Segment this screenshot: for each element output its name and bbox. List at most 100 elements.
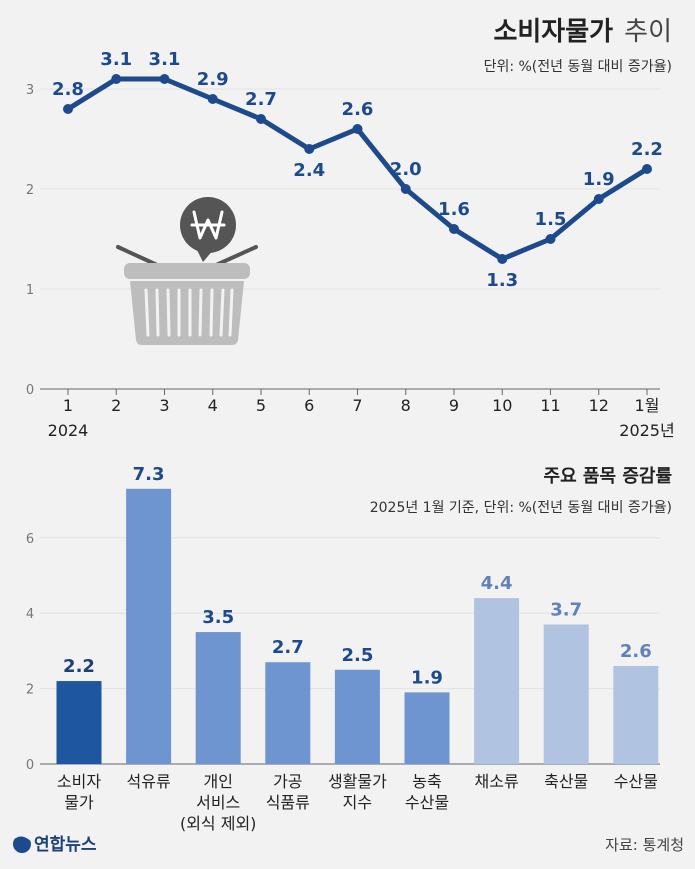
line-data-label: 2.7 — [245, 89, 277, 110]
year-label-2024: 2024 — [48, 421, 89, 440]
bar — [265, 662, 311, 764]
line-x-tick-label: 8 — [401, 396, 411, 415]
bar-data-label: 2.6 — [620, 641, 652, 662]
line-data-label: 2.8 — [52, 79, 84, 100]
bar-category-label: 수산물 — [405, 793, 449, 812]
line-data-label: 2.2 — [631, 139, 663, 160]
line-data-label: 2.6 — [342, 99, 374, 120]
year-label-2025: 2025년 — [619, 421, 674, 440]
bar-data-label: 3.7 — [550, 600, 582, 621]
bar-category-label: 수산물 — [614, 772, 658, 791]
line-point — [159, 74, 170, 84]
bar-data-label: 1.9 — [411, 667, 443, 688]
bar-data-label: 4.4 — [481, 573, 513, 594]
bar-category-label: 물가 — [64, 793, 94, 812]
bar-category-label: 채소류 — [475, 772, 519, 791]
bar — [613, 665, 659, 764]
bar-category-label: 가공 — [273, 772, 302, 791]
line-data-label: 1.6 — [438, 199, 470, 220]
bar — [56, 681, 102, 764]
line-point — [400, 184, 411, 194]
bar-category-label: 생활물가 — [328, 772, 387, 791]
bar — [474, 598, 520, 764]
line-y-tick: 1 — [26, 283, 34, 298]
line-point — [593, 194, 604, 204]
line-data-label: 3.1 — [100, 49, 132, 70]
bar — [334, 669, 380, 764]
bar — [195, 632, 241, 764]
bar — [126, 488, 172, 764]
line-point — [352, 124, 363, 134]
yonhap-logo-text: 연합뉴스 — [34, 834, 97, 855]
bar-chart: 0 2 4 6 2.2 7.3 3.5 2.7 2.5 1.9 4.4 3.7 2.6 소비자물가 석유… — [26, 464, 660, 833]
line-y-tick: 3 — [26, 83, 34, 98]
line-x-tick-label: 1월 — [635, 396, 660, 415]
line-y-tick: 2 — [26, 183, 34, 198]
line-data-label: 1.5 — [535, 209, 567, 230]
line-x-tick-label: 1 — [63, 396, 73, 415]
bar-y-tick: 0 — [26, 758, 34, 773]
bar-y-tick: 2 — [26, 683, 34, 698]
line-x-tick-label: 6 — [304, 396, 314, 415]
line-x-tick-label: 2 — [111, 396, 121, 415]
source-label: 자료: 통계청 — [605, 836, 684, 854]
line-point — [449, 224, 459, 234]
line-point — [545, 234, 556, 244]
bar-category-label: 지수 — [343, 793, 372, 812]
bar — [404, 692, 450, 764]
bar-data-label: 7.3 — [133, 464, 165, 485]
line-point — [497, 254, 508, 264]
line-x-tick-label: 10 — [492, 396, 512, 415]
line-data-label: 1.9 — [583, 169, 615, 190]
bar-category-label: 개인 — [203, 772, 232, 791]
shopping-basket-icon — [116, 245, 258, 345]
line-x-tick-label: 12 — [589, 396, 609, 415]
line-point — [642, 164, 652, 174]
line-point — [304, 144, 315, 154]
bar-category-label: 축산물 — [544, 772, 588, 791]
line-points — [63, 74, 652, 264]
bar-y-tick: 6 — [26, 532, 34, 547]
line-data-labels: 2.8 3.1 3.1 2.9 2.7 2.4 2.6 2.0 1.6 1.3 1.5 1.9 2.2 — [52, 49, 663, 291]
line-x-tick-label: 7 — [352, 396, 362, 415]
title-bold: 소비자물가 — [493, 17, 613, 47]
line-data-label: 2.4 — [293, 160, 325, 181]
bar-y-tick: 4 — [26, 607, 34, 622]
line-data-label: 2.9 — [197, 69, 229, 90]
line-y-tick: 0 — [26, 383, 34, 398]
bar-category-label: 농축 — [412, 772, 441, 791]
bar-chart-title: 주요 품목 증감률 — [544, 466, 672, 487]
bar-series — [56, 488, 659, 764]
line-x-axis: 1 2 3 4 5 6 7 8 9 10 11 12 1월 — [63, 389, 660, 415]
line-x-tick-label: 5 — [256, 396, 266, 415]
bar-data-label: 2.2 — [63, 656, 95, 677]
line-x-tick-label: 3 — [159, 396, 169, 415]
line-x-tick-label: 11 — [540, 396, 560, 415]
line-point — [256, 114, 266, 124]
line-data-label: 3.1 — [149, 49, 181, 70]
line-x-tick-label: 9 — [449, 396, 459, 415]
bar-category-label: 서비스 — [196, 793, 240, 812]
bar-data-label: 2.5 — [341, 645, 373, 666]
title-light: 추이 — [624, 17, 672, 47]
line-x-tick-label: 4 — [208, 396, 218, 415]
line-data-label: 2.0 — [390, 159, 422, 180]
won-speech-bubble-icon — [180, 197, 236, 262]
bar-data-label: 3.5 — [202, 607, 234, 628]
line-point — [63, 104, 73, 114]
line-y-axis: 0 1 2 3 — [26, 83, 34, 398]
line-unit-label: 단위: %(전년 동월 대비 증가율) — [484, 59, 672, 75]
bar-category-label: (외식 제외) — [180, 814, 256, 833]
bar-category-label: 석유류 — [127, 772, 171, 791]
bar-data-label: 2.7 — [272, 637, 304, 658]
bar-unit-label: 2025년 1월 기준, 단위: %(전년 동월 대비 증가율) — [370, 500, 672, 516]
line-point — [207, 94, 218, 104]
bar-category-label: 소비자 — [57, 772, 101, 791]
bar-data-labels: 2.2 7.3 3.5 2.7 2.5 1.9 4.4 3.7 2.6 — [63, 464, 652, 689]
yonhap-logo-icon — [13, 834, 32, 853]
line-data-label: 1.3 — [486, 270, 518, 291]
bar-category-label: 식품류 — [266, 793, 310, 812]
